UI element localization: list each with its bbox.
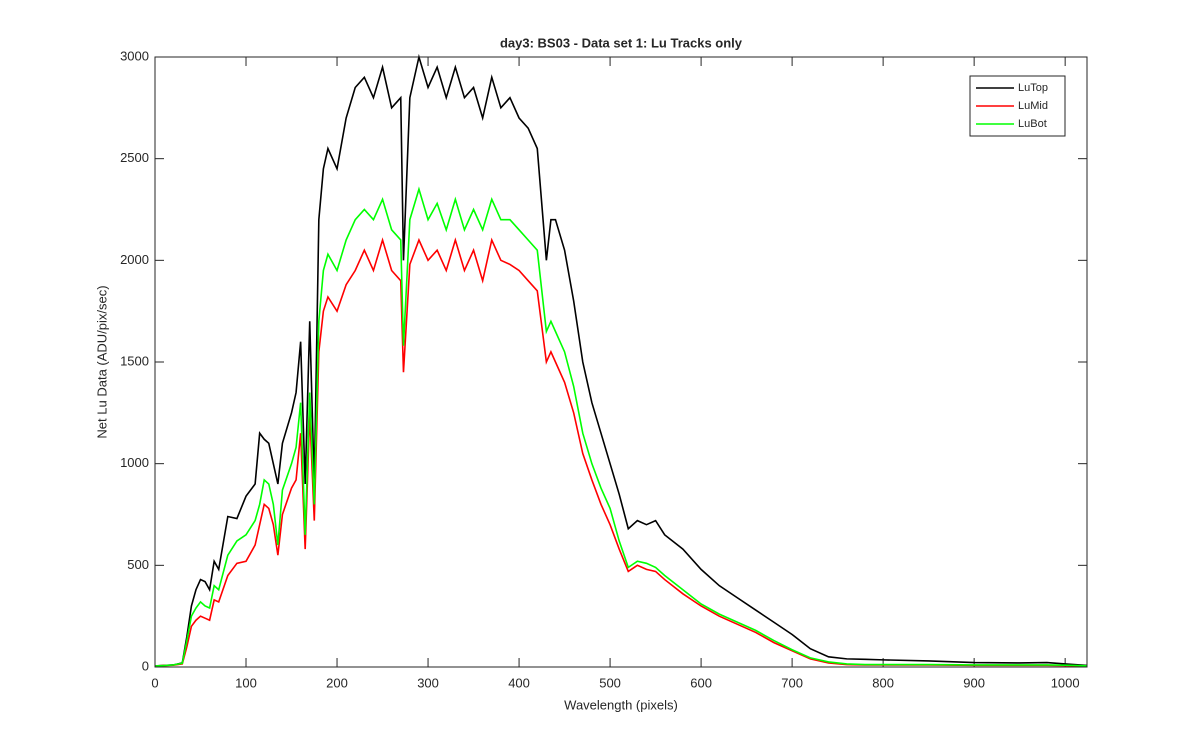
y-tick-label: 3000: [120, 48, 149, 63]
y-tick-label: 2500: [120, 150, 149, 165]
legend-label: LuTop: [1018, 82, 1048, 94]
x-tick-label: 800: [872, 675, 894, 690]
x-tick-label: 300: [417, 675, 439, 690]
y-tick-label: 500: [127, 557, 149, 572]
chart-title: day3: BS03 - Data set 1: Lu Tracks only: [500, 35, 743, 50]
plot-area: [155, 57, 1087, 667]
y-tick-label: 0: [142, 658, 149, 673]
y-axis-label: Net Lu Data (ADU/pix/sec): [94, 285, 109, 438]
x-tick-label: 200: [326, 675, 348, 690]
legend-label: LuBot: [1018, 118, 1047, 130]
x-tick-label: 700: [781, 675, 803, 690]
x-axis-label: Wavelength (pixels): [564, 697, 678, 712]
legend-label: LuMid: [1018, 100, 1048, 112]
x-tick-label: 500: [599, 675, 621, 690]
x-tick-label: 900: [963, 675, 985, 690]
line-series: [154, 53, 1088, 667]
line-series: [154, 186, 1088, 667]
x-tick-label: 0: [151, 675, 158, 690]
x-tick-label: 1000: [1051, 675, 1080, 690]
y-tick-label: 1000: [120, 455, 149, 470]
x-tick-label: 400: [508, 675, 530, 690]
line-series: [154, 237, 1088, 667]
y-tick-label: 2000: [120, 252, 149, 267]
x-tick-label: 600: [690, 675, 712, 690]
axes-box: [154, 56, 1088, 668]
x-tick-label: 100: [235, 675, 257, 690]
y-tick-label: 1500: [120, 353, 149, 368]
